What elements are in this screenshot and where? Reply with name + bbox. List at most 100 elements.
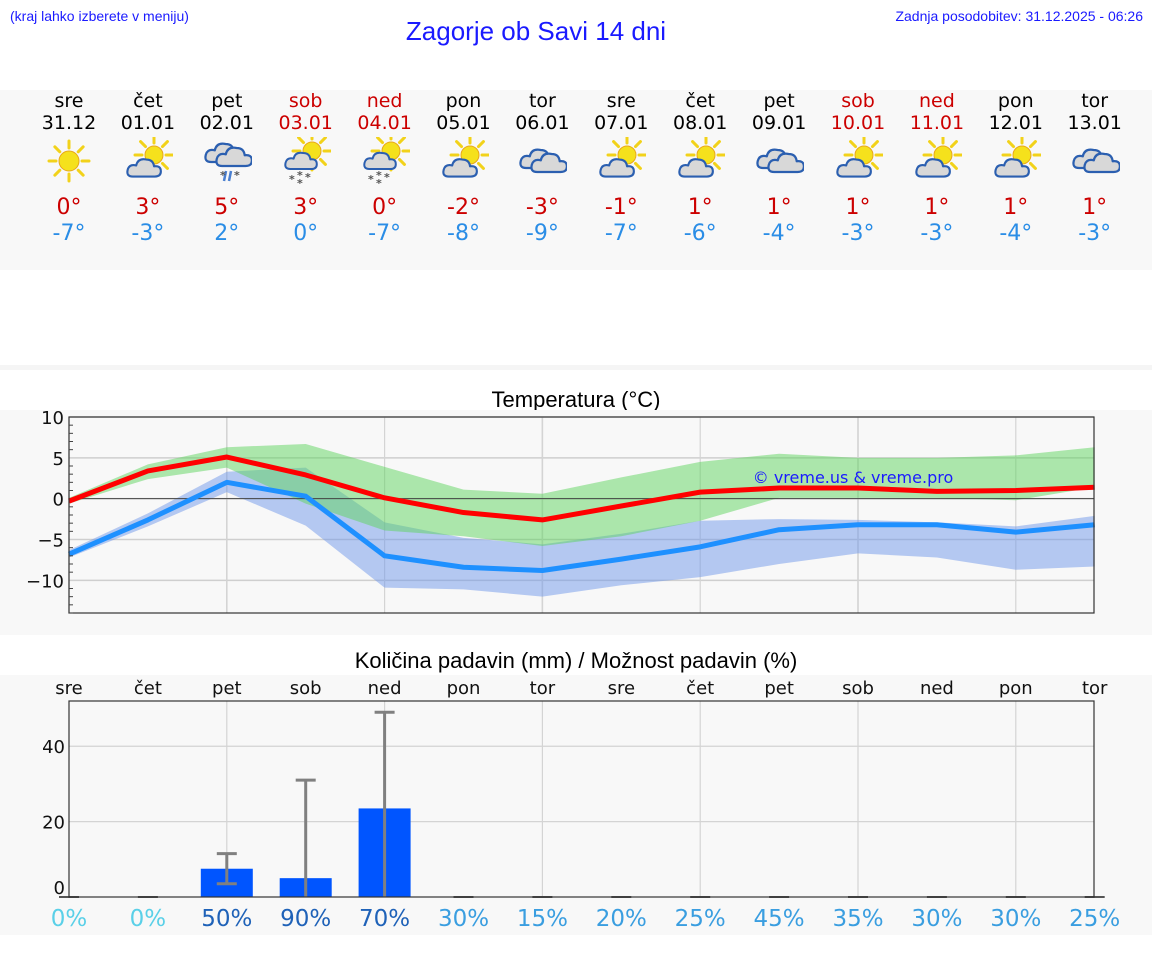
max-temp: -2° [447, 195, 480, 220]
min-temp: -8° [447, 221, 480, 246]
svg-text:ned: ned [368, 678, 402, 699]
svg-text:*: * [220, 169, 226, 182]
partly-cloudy-icon [991, 134, 1043, 187]
day-date: 01.01 [120, 112, 176, 134]
svg-text:45%: 45% [754, 906, 805, 932]
sunny-icon [44, 137, 94, 187]
svg-text:0: 0 [54, 878, 65, 899]
min-temp: -7° [368, 221, 402, 246]
svg-text:© vreme.us & vreme.pro: © vreme.us & vreme.pro [753, 468, 954, 487]
max-temp: 1° [1003, 195, 1029, 220]
svg-text:pet: pet [212, 678, 242, 699]
svg-text:sre: sre [55, 678, 82, 699]
svg-text:*: * [297, 169, 303, 182]
day-name: sob [841, 90, 875, 112]
day-name: tor [1081, 90, 1109, 112]
max-temp: 3° [135, 195, 161, 220]
daily-forecast-strip: sre 31.12 0° -7° čet 01.01 3° -3° pet 02… [0, 90, 1152, 270]
svg-text:pon: pon [999, 678, 1033, 699]
day-column: čet 08.01 1° -6° [660, 90, 740, 247]
page-title: Zagorje ob Savi 14 dni [405, 16, 667, 46]
min-temp: -7° [604, 221, 638, 246]
svg-text:10: 10 [41, 410, 64, 429]
svg-text:pon: pon [447, 678, 481, 699]
partly-cloudy-icon [439, 134, 490, 187]
min-temp: -3° [131, 221, 165, 246]
day-name: pet [211, 90, 243, 112]
cloudy-sleet-icon: * * [202, 137, 253, 187]
svg-text:50%: 50% [201, 906, 252, 932]
day-column: pet 02.01 * * 5° 2° [187, 90, 267, 247]
partly-cloudy-icon [912, 134, 964, 187]
svg-text:25%: 25% [1069, 906, 1120, 932]
svg-text:30%: 30% [911, 906, 962, 932]
partly-cloudy-icon [123, 134, 175, 187]
svg-text:−5: −5 [37, 531, 64, 552]
day-date: 10.01 [830, 112, 886, 134]
max-temp: 1° [845, 195, 871, 220]
precip-chart-title: Količina padavin (mm) / Možnost padavin … [354, 648, 798, 673]
cloudy-icon [754, 137, 806, 187]
max-temp: 1° [924, 195, 950, 220]
cloudy-icon [517, 137, 569, 187]
day-column: sob 03.01 * * * * 3° 0° [266, 90, 346, 247]
day-column: pet 09.01 1° -4° [739, 90, 819, 247]
day-name: čet [685, 90, 715, 112]
day-name: pon [997, 90, 1034, 112]
svg-text:ned: ned [920, 678, 954, 699]
day-column: ned 04.01 * * * * 0° -7° [345, 90, 425, 247]
min-temp: -4° [999, 221, 1033, 246]
svg-text:*: * [289, 173, 295, 186]
max-temp: 3° [293, 195, 319, 220]
day-date: 04.01 [357, 112, 412, 134]
min-temp: -7° [52, 221, 86, 246]
day-column: ned 11.01 1° -3° [897, 90, 977, 247]
svg-text:*: * [376, 177, 382, 187]
svg-text:30%: 30% [438, 906, 489, 932]
min-temp: -3° [920, 221, 954, 246]
max-temp: 0° [56, 195, 82, 220]
max-temp: 1° [766, 195, 792, 220]
partly-cloudy-snow-icon: * * * * [281, 130, 333, 190]
svg-text:*: * [384, 171, 390, 184]
max-temp: 1° [1082, 195, 1108, 220]
day-name: ned [918, 90, 955, 112]
day-column: sob 10.01 1° -3° [818, 90, 898, 247]
svg-text:40: 40 [42, 737, 65, 758]
day-date: 13.01 [1067, 112, 1122, 134]
svg-text:sob: sob [290, 678, 322, 699]
day-column: čet 01.01 3° -3° [108, 90, 188, 247]
max-temp: 0° [372, 195, 398, 220]
day-date: 07.01 [594, 112, 649, 134]
svg-text:0%: 0% [51, 906, 88, 932]
min-temp: -9° [525, 221, 559, 246]
svg-text:30%: 30% [990, 906, 1041, 932]
min-temp: -3° [841, 221, 875, 246]
day-column: pon 05.01 -2° -8° [424, 90, 504, 247]
svg-text:90%: 90% [280, 906, 331, 932]
min-temp: 0° [293, 221, 319, 246]
svg-text:*: * [376, 169, 382, 182]
day-date: 12.01 [988, 112, 1043, 134]
min-temp: -3° [1078, 221, 1112, 246]
svg-text:*: * [305, 171, 311, 184]
temperature-chart: −10 −5 0 5 10 © vreme.us & vreme.pro [26, 410, 1095, 614]
svg-text:*: * [368, 173, 374, 186]
svg-text:sob: sob [842, 678, 874, 699]
svg-text:pet: pet [764, 678, 794, 699]
svg-text:*: * [234, 169, 240, 182]
svg-text:15%: 15% [517, 906, 568, 932]
svg-text:0%: 0% [130, 906, 167, 932]
partly-cloudy-icon [675, 134, 727, 187]
day-date: 05.01 [436, 112, 491, 134]
svg-text:tor: tor [530, 678, 556, 699]
partly-cloudy-icon [833, 134, 885, 187]
min-temp: 2° [214, 221, 240, 246]
min-temp: -4° [762, 221, 796, 246]
day-date: 31.12 [41, 112, 97, 134]
day-date: 03.01 [278, 112, 333, 134]
svg-text:tor: tor [1082, 678, 1108, 699]
cloudy-icon [1070, 137, 1121, 187]
max-temp: 5° [214, 195, 240, 220]
location-hint-link[interactable]: (kraj lahko izberete v meniju) [10, 8, 189, 24]
